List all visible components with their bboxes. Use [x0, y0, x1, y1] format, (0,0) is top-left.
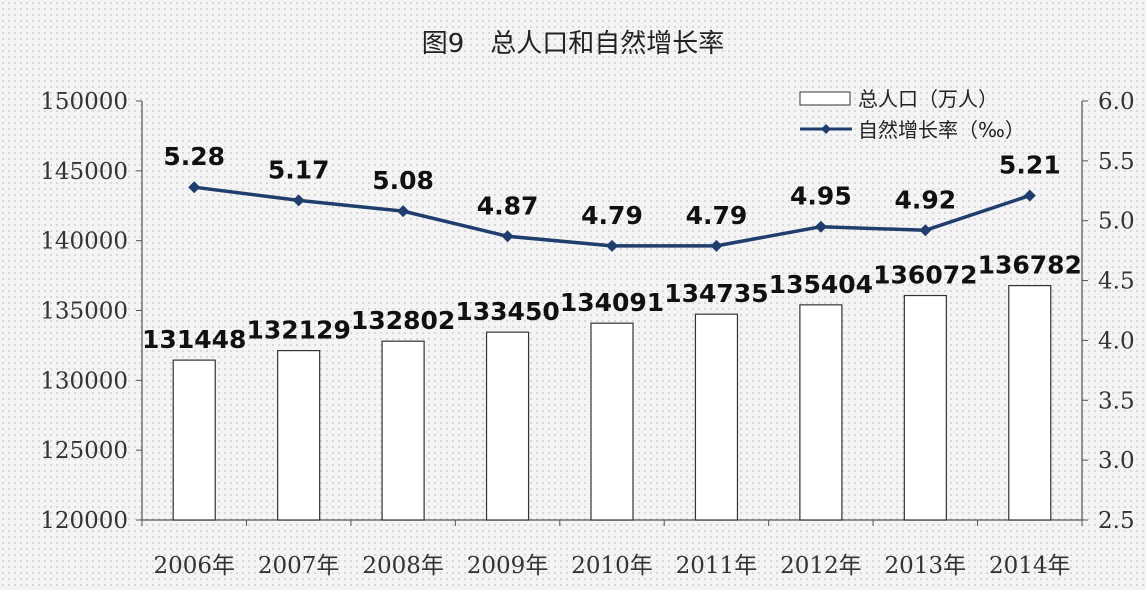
rate-value-label: 5.21: [999, 151, 1061, 180]
x-tick-label: 2007年: [258, 553, 340, 579]
rate-value-label: 4.79: [581, 201, 643, 230]
x-tick-label: 2012年: [780, 553, 862, 579]
y-left-tick-label: 125000: [40, 438, 128, 464]
x-tick-label: 2010年: [571, 553, 653, 579]
y-right-tick-label: 2.5: [1098, 508, 1135, 534]
bar: [172, 359, 216, 521]
rate-value-label: 4.87: [477, 191, 539, 220]
rate-value-label: 4.79: [686, 201, 748, 230]
legend-bar-label: 总人口（万人）: [858, 87, 998, 111]
bar: [694, 313, 739, 521]
x-tick-label: 2006年: [153, 553, 235, 579]
bar-value-label: 132802: [351, 306, 455, 335]
bar-value-label: 134735: [664, 279, 768, 308]
rate-point: [188, 181, 201, 194]
bar-value-label: 132129: [246, 316, 350, 345]
y-right-tick-label: 6.0: [1098, 89, 1135, 115]
bar-value-label: 131448: [142, 325, 246, 354]
y-right-tick-label: 4.0: [1098, 328, 1135, 354]
x-tick-label: 2011年: [676, 553, 758, 579]
y-right-tick-label: 4.5: [1098, 269, 1135, 295]
x-tick-label: 2013年: [885, 553, 967, 579]
bar-value-label: 136782: [978, 251, 1082, 280]
rate-point: [919, 224, 932, 237]
bar: [1008, 285, 1052, 521]
rate-point: [501, 230, 514, 243]
axes: 150000 145000 140000 135000 130000 125000 1200…: [40, 89, 1134, 579]
y-right-tick-label: 5.5: [1098, 149, 1135, 175]
x-tick-label: 2009年: [467, 553, 549, 579]
rate-point: [606, 239, 618, 252]
chart-title: 图9 总人口和自然增长率: [422, 29, 725, 59]
x-tick-label: 2014年: [989, 553, 1071, 579]
legend-line-marker: [821, 124, 831, 134]
bars: [172, 285, 1052, 521]
rate-value-label: 5.17: [268, 155, 330, 184]
bar-labels: 131448 132129 132802 133450 134091 134735 1354…: [142, 251, 1082, 354]
legend: 总人口（万人） 自然增长率（‰）: [799, 87, 1025, 142]
line-labels: 5.28 5.17 5.08 4.87 4.79 4.79 4.95 4.92 5.21: [163, 142, 1060, 230]
bar: [485, 331, 530, 521]
rate-point: [397, 205, 410, 218]
y-right-tick-label: 3.5: [1098, 388, 1135, 414]
y-left-tick-label: 130000: [40, 368, 128, 394]
bar-value-label: 135404: [769, 270, 873, 299]
y-left-tick-label: 145000: [40, 159, 128, 185]
bar-value-label: 136072: [873, 261, 977, 290]
y-left-tick-label: 140000: [40, 229, 128, 255]
rate-value-label: 4.92: [894, 185, 956, 214]
rate-value-label: 4.95: [790, 182, 852, 211]
rate-point: [1023, 189, 1036, 202]
bar: [590, 322, 634, 521]
y-left-tick-label: 135000: [40, 299, 128, 325]
bar-value-label: 134091: [560, 288, 664, 317]
bar-value-label: 133450: [455, 297, 559, 326]
bar: [799, 304, 843, 521]
bar: [903, 294, 947, 521]
rate-point: [814, 220, 827, 233]
rate-point: [710, 239, 723, 252]
y-right-tick-label: 5.0: [1098, 209, 1135, 235]
bar: [277, 349, 321, 521]
legend-line-label: 自然增长率（‰）: [858, 118, 1025, 142]
legend-bar-swatch: [799, 91, 851, 106]
rate-value-label: 5.08: [372, 166, 434, 195]
y-left-tick-label: 120000: [40, 508, 128, 534]
rate-value-label: 5.28: [163, 142, 225, 171]
y-left-tick-label: 150000: [40, 89, 128, 115]
bar: [381, 340, 425, 521]
rate-point: [292, 194, 305, 207]
x-tick-label: 2008年: [362, 553, 444, 579]
y-right-tick-label: 3.0: [1098, 448, 1135, 474]
rate-line: [188, 181, 1036, 252]
